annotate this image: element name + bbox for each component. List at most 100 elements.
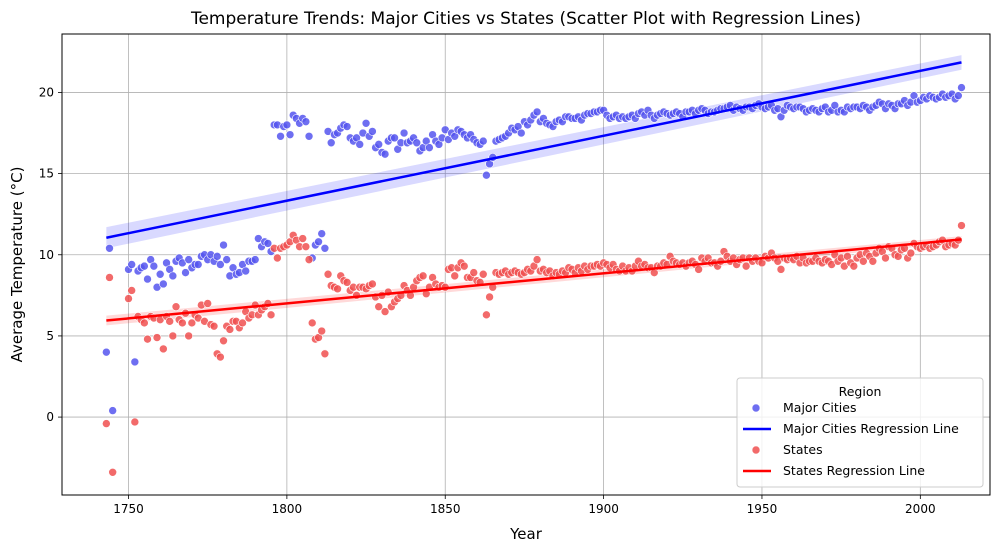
data-point — [143, 274, 152, 284]
y-tick-label: 5 — [46, 329, 54, 343]
data-point — [418, 271, 428, 281]
data-point — [304, 131, 314, 141]
data-point — [326, 138, 336, 148]
data-point — [184, 331, 193, 341]
y-axis-label: Average Temperature (°C) — [8, 167, 26, 363]
data-point — [155, 269, 165, 279]
x-tick-label: 1900 — [588, 502, 619, 516]
data-point — [450, 271, 460, 281]
data-point — [881, 253, 890, 263]
data-point — [532, 107, 542, 117]
chart-title: Temperature Trends: Major Cities vs Stat… — [190, 9, 861, 29]
data-point — [165, 317, 174, 326]
data-point — [304, 255, 314, 264]
data-point — [219, 240, 228, 250]
data-point — [140, 318, 149, 328]
data-point — [469, 268, 479, 277]
data-point — [149, 261, 159, 271]
data-point — [906, 248, 916, 258]
data-point — [482, 310, 491, 320]
legend-label: Major Cities Regression Line — [783, 421, 959, 436]
data-point — [333, 284, 342, 294]
y-axis-ticks: 0 5 10 15 20 — [39, 85, 62, 424]
data-point — [361, 118, 371, 128]
y-tick-label: 10 — [39, 248, 54, 262]
legend-marker — [751, 403, 761, 413]
x-tick-label: 1750 — [113, 502, 144, 516]
data-point — [187, 318, 197, 328]
data-point — [355, 140, 365, 149]
data-point — [412, 138, 422, 148]
regression-line — [106, 61, 962, 239]
data-point — [241, 266, 250, 276]
data-point — [849, 261, 859, 271]
data-point — [225, 325, 235, 334]
data-point — [380, 307, 390, 316]
data-point — [368, 279, 377, 289]
data-point — [390, 133, 399, 143]
legend-label: States — [783, 442, 823, 457]
data-point — [168, 271, 178, 281]
data-point — [301, 242, 311, 251]
data-point — [216, 260, 225, 269]
data-point — [859, 256, 868, 266]
data-points — [102, 83, 966, 477]
data-point — [102, 347, 111, 357]
data-point — [212, 252, 222, 261]
data-point — [178, 318, 187, 328]
x-axis-ticks: 1750 1800 1850 1900 1950 2000 — [113, 495, 936, 516]
data-point — [532, 255, 542, 264]
data-point — [130, 417, 140, 427]
data-point — [957, 221, 966, 230]
data-point — [238, 318, 247, 328]
data-point — [216, 352, 225, 362]
data-point — [181, 268, 190, 277]
data-point — [478, 136, 488, 146]
data-point — [399, 128, 409, 138]
data-point — [342, 122, 352, 131]
data-point — [193, 260, 203, 269]
data-point — [741, 261, 751, 271]
data-point — [478, 269, 488, 279]
data-point — [108, 467, 117, 477]
data-point — [285, 130, 295, 139]
x-tick-label: 2000 — [905, 502, 936, 516]
regression-lines — [106, 61, 962, 322]
data-point — [250, 255, 260, 264]
x-axis-label: Year — [509, 525, 543, 543]
data-point — [219, 336, 228, 346]
data-point — [301, 117, 311, 126]
data-point — [317, 229, 327, 238]
plot-area-frame — [61, 33, 991, 496]
legend-label: Major Cities — [783, 400, 856, 415]
data-point — [485, 292, 494, 302]
data-point — [184, 255, 193, 264]
x-tick-label: 1850 — [430, 502, 461, 516]
data-point — [776, 265, 786, 274]
data-point — [159, 344, 168, 354]
data-point — [266, 310, 276, 320]
legend-box — [736, 377, 984, 488]
data-point — [273, 253, 282, 263]
data-point — [954, 91, 963, 100]
data-point — [298, 234, 308, 243]
data-point — [263, 239, 273, 248]
x-tick-label: 1950 — [747, 502, 778, 516]
data-point — [868, 256, 878, 266]
data-point — [320, 243, 330, 253]
legend-items: Major Cities Major Cities Regression Line… — [743, 400, 959, 478]
data-point — [203, 299, 212, 308]
data-point — [276, 131, 285, 141]
regression-line — [106, 238, 962, 322]
y-tick-label: 15 — [39, 167, 54, 181]
data-point — [130, 357, 140, 367]
data-point — [168, 331, 178, 341]
data-point — [143, 334, 152, 344]
data-point — [102, 419, 111, 428]
data-point — [140, 261, 149, 271]
data-point — [323, 269, 333, 279]
data-point — [171, 302, 181, 312]
legend-marker — [751, 445, 761, 455]
data-point — [368, 127, 377, 136]
